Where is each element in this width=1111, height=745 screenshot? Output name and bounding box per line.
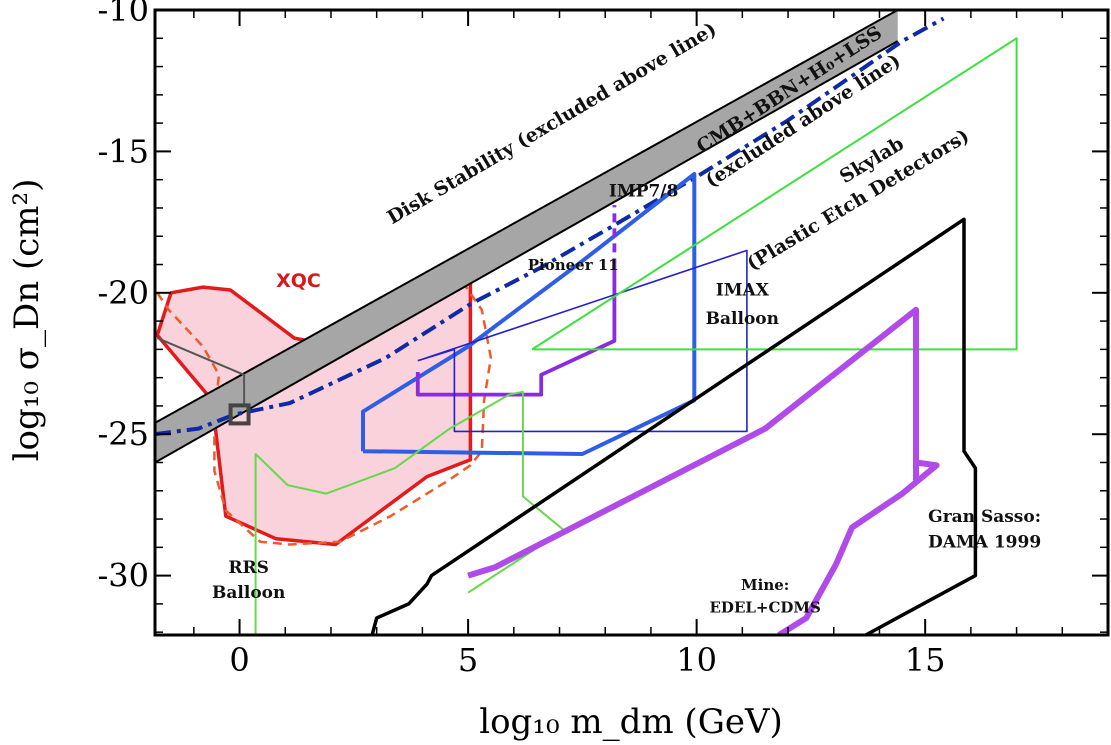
xqc-dashed-region (156, 268, 493, 546)
y-tick-label: -15 (97, 132, 149, 170)
annotation-imax1: IMAX (716, 281, 770, 301)
rrs-balloon-region (254, 390, 566, 635)
gray-line-region (156, 337, 246, 406)
axis-ticks: 0 5 10 15 -10 -15 -20 -25 -30 (97, 0, 1108, 679)
square-marker (228, 403, 251, 426)
annotation-imax2: Balloon (706, 309, 779, 329)
disk-stability-excluded-above-line-region (155, 10, 898, 463)
annotation-imp: IMP7/8 (609, 182, 678, 202)
x-tick-label: 15 (905, 641, 946, 679)
annotation-xqc: XQC (276, 270, 321, 292)
imax-balloon-region (417, 249, 748, 433)
y-tick-label: -20 (97, 274, 149, 312)
y-tick-label: -25 (97, 415, 149, 453)
chart-regions (155, 10, 1018, 635)
disk-stability-excluded-above-line-region-lower-edge (155, 40, 899, 464)
annotation-pioneer: Pioneer 11 (528, 256, 619, 274)
y-tick-label: -30 (97, 557, 149, 595)
plot-frame (153, 8, 1110, 637)
annotation-rrs2: Balloon (212, 583, 285, 603)
x-tick-label: 10 (676, 641, 717, 679)
y-tick-label: -10 (97, 0, 149, 29)
pioneer-11-region (415, 267, 617, 397)
annotation-rrs1: RRS (228, 558, 269, 578)
annotation-gran2: DAMA 1999 (928, 532, 1041, 552)
x-axis-label: log₁₀ m_dm (GeV) (479, 702, 783, 742)
x-tick-label: 0 (229, 641, 249, 679)
mine-edel-cdms-region (467, 306, 940, 635)
skylab-plastic-etch-detectors-region (531, 37, 1018, 351)
annotation-mine2: EDEL+CDMS (710, 598, 821, 616)
gran-sasso-dama-1999-region (370, 217, 978, 635)
imp7-8-region (361, 172, 697, 456)
x-tick-label: 5 (458, 641, 478, 679)
annotation-mine1: Mine: (741, 576, 789, 594)
y-axis-label: log₁₀ σ_Dn (cm²) (7, 179, 47, 462)
annotation-gran1: Gran Sasso: (928, 507, 1041, 527)
disk-stability-excluded-above-line-region-upper-edge (155, 10, 899, 424)
